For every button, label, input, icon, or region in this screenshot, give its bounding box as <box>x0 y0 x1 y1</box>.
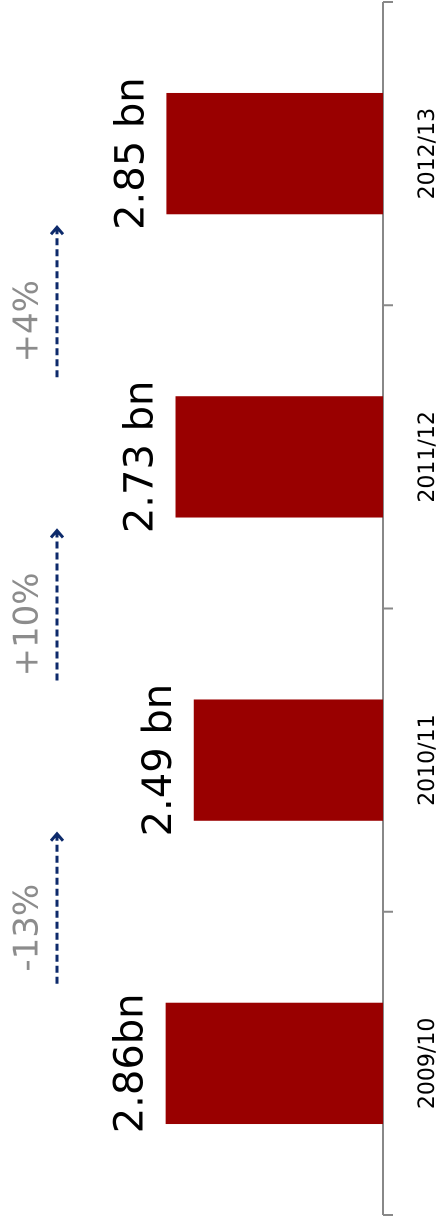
value-label: 2.86bn <box>107 993 153 1133</box>
category-label: 2012/13 <box>415 108 440 199</box>
bar <box>175 396 383 518</box>
value-label: 2.73 bn <box>117 381 163 534</box>
bar <box>193 699 383 821</box>
change-annotation: +10% <box>7 572 47 676</box>
value-label: 2.85 bn <box>107 77 153 230</box>
change-annotation: +4% <box>7 280 47 362</box>
bar <box>166 92 383 215</box>
bar <box>165 1002 383 1125</box>
category-label: 2011/12 <box>415 411 440 502</box>
value-label: 2.49 bn <box>135 684 181 837</box>
change-annotation: -13% <box>7 884 47 972</box>
category-label: 2009/10 <box>415 1018 440 1109</box>
category-label: 2010/11 <box>415 714 440 805</box>
